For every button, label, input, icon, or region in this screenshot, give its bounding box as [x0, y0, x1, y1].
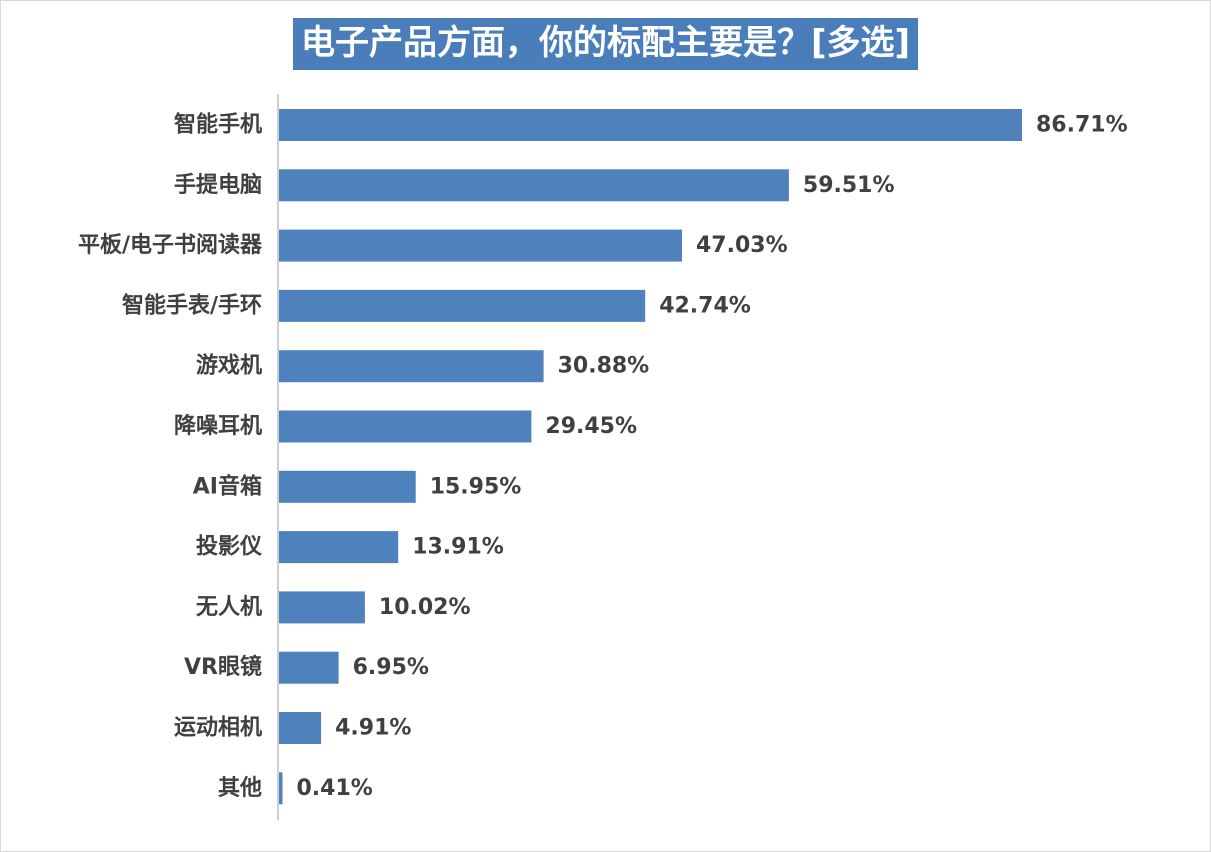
data-label: 86.71%	[1036, 113, 1128, 138]
data-label: 42.74%	[659, 293, 751, 318]
bar-7	[279, 470, 416, 503]
data-label: 29.45%	[545, 414, 637, 439]
category-label: 无人机	[196, 595, 262, 620]
data-label: 59.51%	[803, 173, 895, 198]
category-label: 智能手表/手环	[122, 292, 262, 318]
category-label: 智能手机	[174, 112, 262, 138]
plot-area: 智能手机 86.71% 手提电脑 59.51% 平板/电子书阅读器 47.03% 智能手表/…	[78, 94, 1128, 820]
category-label: 运动相机	[174, 716, 262, 741]
data-label: 6.95%	[353, 655, 429, 680]
category-label: 手提电脑	[174, 172, 262, 198]
category-label: AI音箱	[193, 473, 262, 499]
data-label: 30.88%	[558, 354, 650, 379]
data-label: 47.03%	[696, 233, 788, 258]
category-label: 降噪耳机	[174, 414, 262, 439]
bar-11	[279, 712, 322, 744]
bar-5	[279, 350, 544, 383]
bar-2	[279, 169, 789, 202]
bar-6	[279, 410, 532, 443]
bar-10	[279, 651, 339, 684]
bar-1	[279, 109, 1022, 141]
data-label: 10.02%	[379, 595, 471, 620]
category-label: 其他	[218, 776, 262, 801]
category-label: 投影仪	[196, 535, 263, 560]
data-label: 15.95%	[430, 474, 522, 499]
category-label: 平板/电子书阅读器	[78, 233, 263, 258]
chart-title-wrap: 电子产品方面，你的标配主要是？[多选]	[0, 18, 1211, 70]
bar-12	[279, 772, 283, 805]
chart-title: 电子产品方面，你的标配主要是？[多选]	[292, 18, 919, 70]
bar-4	[279, 289, 646, 322]
bar-9	[279, 591, 365, 624]
bar-8	[279, 531, 399, 564]
data-label: 4.91%	[335, 716, 411, 741]
category-label: 游戏机	[196, 353, 262, 379]
data-label: 0.41%	[297, 776, 373, 801]
category-label: VR眼镜	[184, 654, 262, 680]
data-label: 13.91%	[412, 535, 504, 560]
bar-3	[279, 229, 682, 262]
